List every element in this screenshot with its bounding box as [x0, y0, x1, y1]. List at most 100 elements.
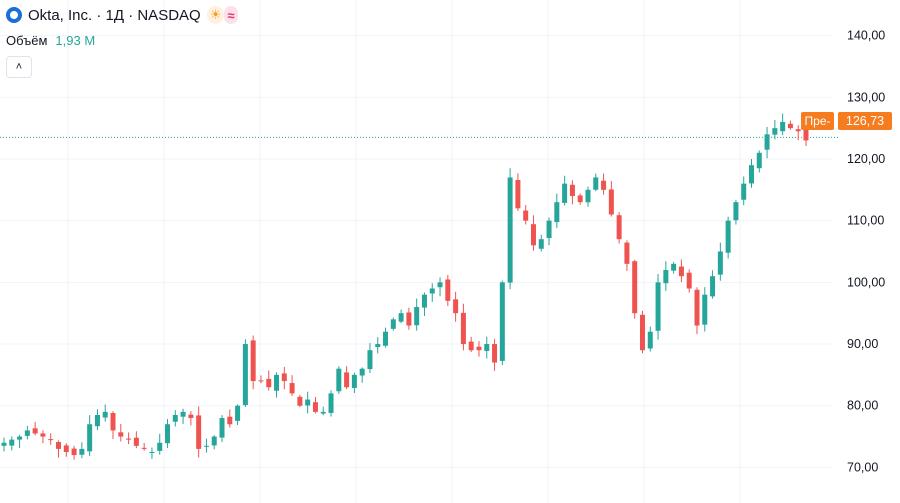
candle-body — [468, 341, 474, 351]
candle — [227, 409, 233, 428]
candle-body — [94, 414, 100, 427]
candle — [289, 375, 295, 396]
candle — [663, 261, 669, 291]
candle — [492, 339, 498, 371]
wave-icon[interactable]: ≈ — [224, 6, 238, 24]
candle-body — [476, 346, 482, 351]
candle-body — [686, 272, 692, 289]
candle — [32, 421, 38, 436]
y-tick-label: 130,00 — [847, 90, 885, 104]
candle-body — [258, 380, 264, 382]
candle — [795, 125, 801, 141]
candle — [787, 120, 793, 130]
candle — [102, 404, 108, 422]
candle-body — [421, 294, 427, 308]
candle — [312, 396, 318, 414]
candle — [196, 406, 202, 458]
candle — [733, 199, 739, 225]
candle — [56, 440, 62, 458]
candle — [678, 259, 684, 283]
candle-body — [624, 242, 630, 264]
candle — [320, 406, 326, 416]
candle — [671, 261, 677, 274]
sun-icon[interactable]: ☀ — [206, 6, 225, 24]
candle-body — [406, 312, 412, 326]
candle-body — [203, 445, 209, 447]
candle-body — [569, 184, 575, 196]
candle — [546, 217, 552, 246]
candle — [741, 176, 747, 206]
y-tick-label: 100,00 — [847, 275, 885, 289]
candle-body — [445, 279, 451, 301]
candle-body — [803, 128, 809, 141]
candle-body — [71, 448, 77, 456]
candle-body — [639, 314, 645, 351]
candle-body — [577, 195, 583, 203]
candle — [569, 180, 575, 205]
candle-body — [172, 414, 178, 422]
premarket-label: Пре- — [801, 112, 834, 130]
candle-body — [655, 282, 661, 331]
candle-body — [32, 428, 38, 434]
candle — [110, 411, 116, 440]
y-tick-label: 80,00 — [847, 399, 878, 413]
candle — [421, 292, 427, 317]
candle — [562, 175, 568, 206]
candle — [297, 394, 303, 408]
candle — [250, 335, 256, 390]
candle — [266, 370, 272, 391]
okta-logo-icon — [6, 7, 22, 23]
candle — [274, 372, 280, 398]
price-axis[interactable]: 140,00 130,00 120,00 110,00 100,00 90,00 80,00… — [847, 29, 885, 475]
candle — [484, 336, 490, 359]
candle — [460, 303, 466, 351]
candle-body — [359, 368, 365, 376]
candle-body — [126, 438, 132, 440]
candle — [577, 193, 583, 205]
candle — [398, 309, 404, 324]
candle — [375, 337, 381, 354]
candle — [242, 339, 248, 408]
candle — [694, 287, 700, 335]
candle — [756, 150, 762, 173]
symbol-header[interactable]: Okta, Inc. · 1Д · NASDAQ ☀ ≈ — [6, 6, 238, 24]
candle — [281, 366, 287, 390]
candle — [725, 216, 731, 259]
candle — [453, 291, 459, 322]
candle — [165, 419, 171, 448]
candle-body — [710, 276, 716, 297]
candle — [406, 307, 412, 330]
candle-body — [484, 344, 490, 352]
candle-body — [390, 319, 396, 329]
candle — [141, 443, 147, 451]
candle — [344, 366, 350, 390]
candle-body — [219, 418, 225, 438]
candle-body — [9, 439, 15, 446]
candle-body — [118, 432, 124, 437]
candle-body — [678, 266, 684, 277]
candle-body — [663, 270, 669, 284]
candle — [157, 433, 163, 455]
candle-body — [274, 374, 280, 391]
candle-body — [593, 177, 599, 190]
candle — [468, 336, 474, 353]
candle-body — [437, 282, 443, 288]
symbol-title[interactable]: Okta, Inc. · 1Д · NASDAQ — [28, 6, 201, 24]
candle — [258, 375, 264, 384]
candle-body — [756, 152, 762, 169]
candle-body — [24, 430, 30, 436]
candle-body — [795, 129, 801, 132]
candle-body — [780, 121, 786, 132]
candle — [63, 443, 69, 457]
collapse-legend-button[interactable]: ˄ — [6, 56, 32, 78]
candle-body — [320, 411, 326, 414]
candle-body — [157, 442, 163, 451]
candle — [585, 186, 591, 207]
candle — [624, 240, 630, 271]
candle — [149, 447, 155, 459]
candle-body — [48, 439, 54, 441]
candle-body — [383, 331, 389, 346]
candle-body — [250, 340, 256, 382]
candle-body — [453, 299, 459, 314]
